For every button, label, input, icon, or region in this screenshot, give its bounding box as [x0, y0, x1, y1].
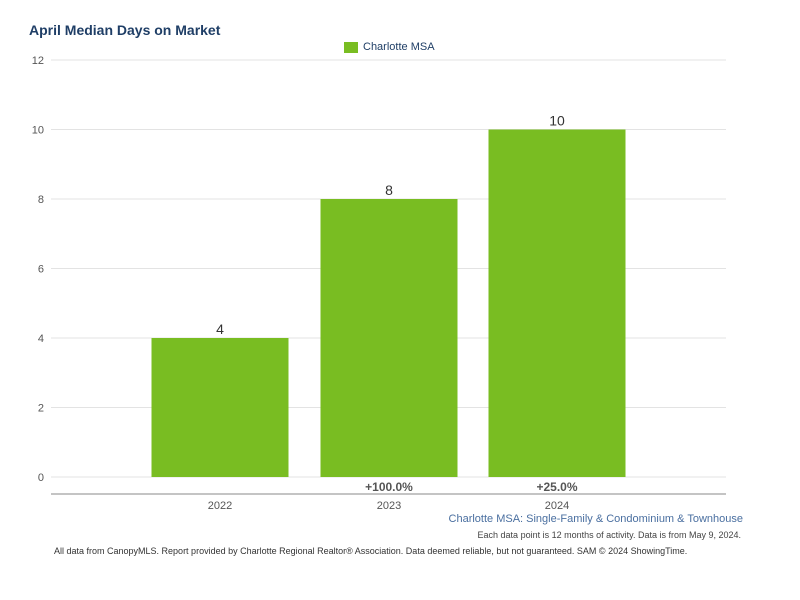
change-label: +100.0% — [365, 480, 413, 494]
chart-legend: Charlotte MSA — [344, 41, 435, 53]
change-label: +25.0% — [536, 480, 577, 494]
legend-label: Charlotte MSA — [363, 41, 435, 53]
data-note: Each data point is 12 months of activity… — [477, 530, 741, 540]
bar — [151, 338, 289, 477]
y-tick-label: 6 — [38, 264, 44, 276]
x-tick-label: 2024 — [545, 500, 569, 512]
chart-subtitle: Charlotte MSA: Single-Family & Condomini… — [448, 513, 743, 525]
data-labels: 4 8 +100.0% 10 +25.0% — [216, 113, 578, 495]
data-label: 10 — [549, 113, 565, 129]
y-tick-label: 12 — [32, 55, 44, 67]
x-tick-label: 2022 — [208, 500, 232, 512]
y-axis-ticks: 0 2 4 6 8 10 12 — [32, 55, 44, 484]
x-axis-ticks: 2022 2023 2024 — [208, 500, 569, 512]
x-tick-label: 2023 — [377, 500, 401, 512]
chart-title: April Median Days on Market — [29, 22, 221, 38]
data-label: 4 — [216, 321, 224, 337]
y-tick-label: 4 — [38, 333, 44, 345]
bar — [488, 129, 626, 477]
footer-disclaimer: All data from CanopyMLS. Report provided… — [54, 546, 688, 556]
bars — [151, 129, 626, 477]
y-tick-label: 10 — [32, 125, 44, 137]
y-tick-label: 8 — [38, 194, 44, 206]
y-tick-label: 2 — [38, 403, 44, 415]
y-tick-label: 0 — [38, 472, 44, 484]
legend-swatch — [344, 41, 358, 53]
bar — [320, 199, 458, 477]
data-label: 8 — [385, 182, 393, 198]
